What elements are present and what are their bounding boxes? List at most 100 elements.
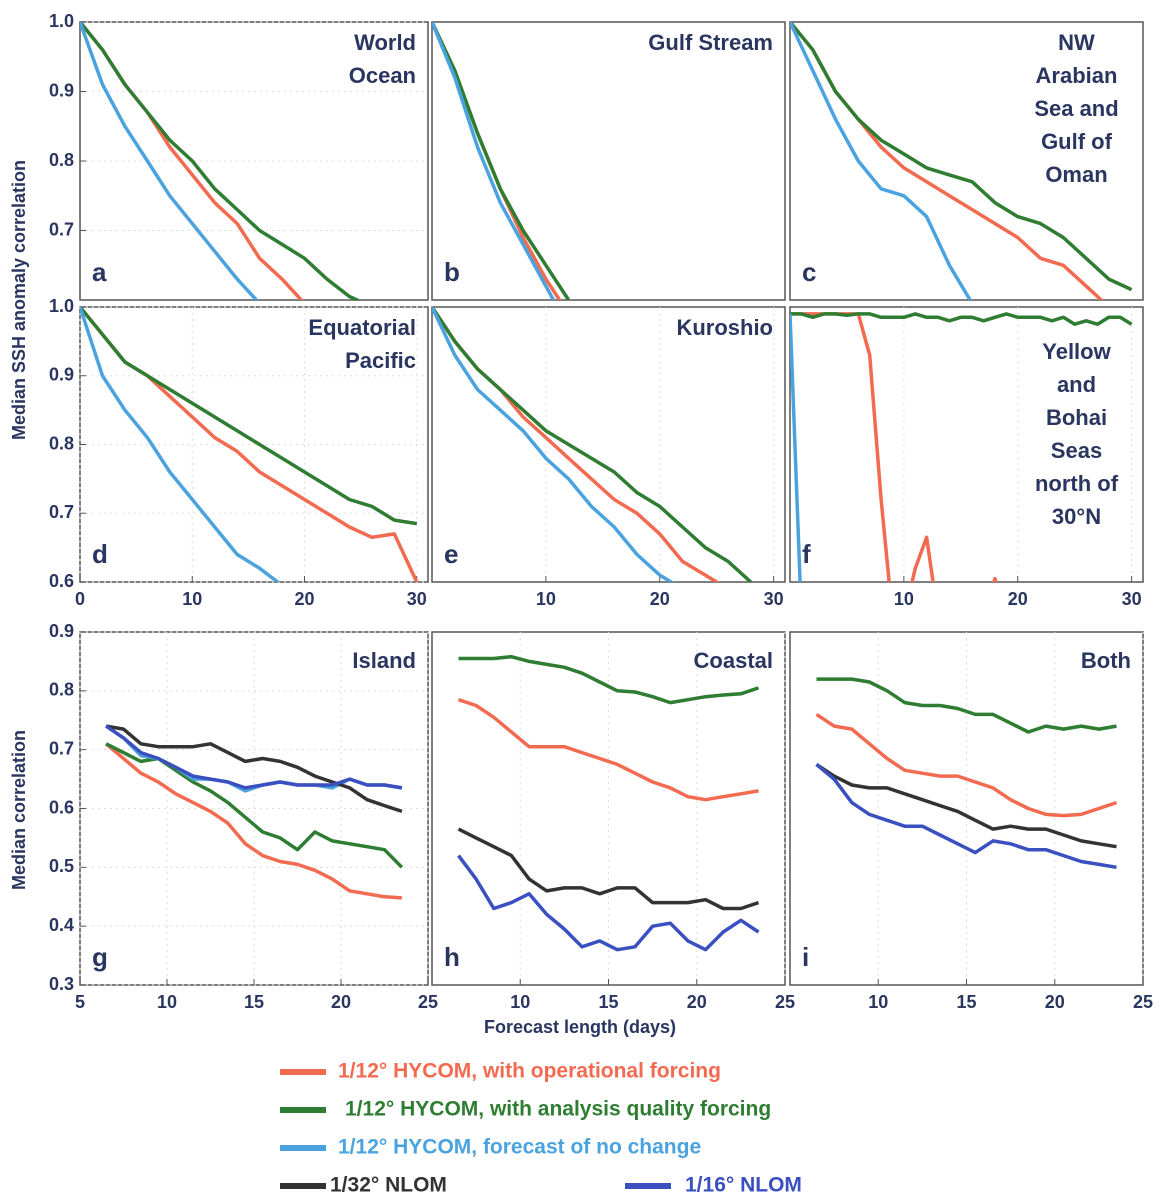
series-line	[790, 312, 998, 582]
y-tick-label: 0.8	[49, 150, 74, 170]
plot-area	[80, 22, 362, 300]
series-line	[815, 712, 1118, 818]
y-tick-label: 0.9	[49, 365, 74, 385]
panel-title: Gulf of	[1041, 129, 1113, 154]
panel-title: Pacific	[345, 348, 416, 373]
panel-title: Gulf Stream	[648, 30, 773, 55]
series-line	[80, 22, 259, 300]
y-tick-label: 0.6	[49, 797, 74, 817]
x-tick-label: 10	[182, 589, 202, 609]
y-tick-label: 0.3	[49, 974, 74, 994]
panel-letter: b	[444, 257, 460, 287]
plot-area	[790, 22, 1133, 300]
x-tick-label: 15	[598, 992, 618, 1012]
panel-title: and	[1057, 372, 1096, 397]
series-line	[80, 307, 281, 582]
x-tick-label: 20	[295, 589, 315, 609]
series-line	[815, 763, 1117, 870]
panel-letter: e	[444, 539, 458, 569]
x-axis-label: Forecast length (days)	[484, 1017, 676, 1037]
x-tick-label: 20	[687, 992, 707, 1012]
x-tick-label: 10	[868, 992, 888, 1012]
panel	[431, 306, 786, 583]
y-tick-label: 0.8	[49, 433, 74, 453]
legend-label: 1/16° NLOM	[685, 1174, 802, 1197]
y-axis-label: Median SSH anomaly correlation	[9, 160, 29, 440]
plot-area	[815, 677, 1118, 870]
series-line	[105, 724, 403, 790]
legend-label: 1/12° HYCOM, forecast of no change	[338, 1136, 701, 1159]
panel-title: Oman	[1045, 162, 1107, 187]
series-line	[432, 22, 556, 300]
y-tick-label: 0.8	[49, 680, 74, 700]
series-line	[457, 827, 760, 911]
series-line	[432, 307, 675, 582]
panel-title: Coastal	[694, 648, 773, 673]
panel-letter: c	[802, 257, 816, 287]
plot-area	[432, 22, 571, 300]
x-tick-label: 20	[650, 589, 670, 609]
plot-area	[80, 307, 419, 582]
x-tick-label: 30	[407, 589, 427, 609]
x-tick-label: 30	[1122, 589, 1142, 609]
panel-title: NW	[1058, 30, 1095, 55]
panel-title: Bohai	[1046, 405, 1107, 430]
x-tick-label: 20	[1045, 992, 1065, 1012]
plot-area	[104, 724, 404, 900]
x-tick-label: 10	[157, 992, 177, 1012]
x-tick-label: 10	[510, 992, 530, 1012]
series-line	[80, 307, 418, 526]
y-tick-label: 0.9	[49, 621, 74, 641]
legend-label: 1/12° HYCOM, with operational forcing	[338, 1060, 721, 1083]
series-line	[104, 742, 403, 900]
legend-label: 1/12° HYCOM, with analysis quality forci…	[345, 1098, 771, 1121]
series-line	[790, 312, 1133, 326]
series-line	[816, 677, 1117, 734]
panel-title: Equatorial	[308, 315, 416, 340]
series-line	[458, 654, 760, 705]
y-tick-label: 0.7	[49, 502, 74, 522]
x-tick-label: 15	[244, 992, 264, 1012]
panel-title: World	[354, 30, 416, 55]
y-tick-label: 0.5	[49, 856, 74, 876]
panel-letter: d	[92, 539, 108, 569]
y-tick-label: 0.9	[49, 80, 74, 100]
x-tick-label: 10	[894, 589, 914, 609]
series-line	[432, 307, 752, 582]
panel-letter: g	[92, 942, 108, 972]
x-tick-label: 20	[331, 992, 351, 1012]
x-tick-label: 15	[956, 992, 976, 1012]
panel-letter: h	[444, 942, 460, 972]
x-tick-label: 5	[75, 992, 85, 1012]
x-tick-label: 20	[1008, 589, 1028, 609]
x-tick-label: 25	[418, 992, 438, 1012]
panel-letter: a	[92, 257, 107, 287]
y-tick-label: 0.6	[49, 571, 74, 591]
panel-title: Ocean	[349, 63, 416, 88]
series-line	[815, 762, 1117, 849]
x-tick-label: 30	[764, 589, 784, 609]
panel-title: Kuroshio	[676, 315, 773, 340]
plot-area	[790, 312, 1133, 582]
panel	[789, 21, 1144, 301]
plot-area	[432, 307, 752, 582]
series-line	[457, 698, 759, 802]
series-line	[790, 22, 973, 300]
panel-title: Arabian	[1036, 63, 1118, 88]
y-tick-label: 0.4	[49, 915, 74, 935]
panel-title: Island	[352, 648, 416, 673]
series-line	[457, 854, 760, 952]
y-tick-label: 1.0	[49, 296, 74, 316]
panel-title: north of	[1035, 471, 1119, 496]
x-tick-label: 10	[536, 589, 556, 609]
x-tick-label: 25	[775, 992, 795, 1012]
series-line	[790, 22, 1133, 292]
series-line	[80, 22, 362, 300]
y-tick-label: 1.0	[49, 11, 74, 31]
y-tick-label: 0.7	[49, 738, 74, 758]
plot-area	[457, 654, 760, 952]
series-line	[790, 313, 802, 582]
panel-title: Both	[1081, 648, 1131, 673]
series-line	[432, 22, 571, 300]
